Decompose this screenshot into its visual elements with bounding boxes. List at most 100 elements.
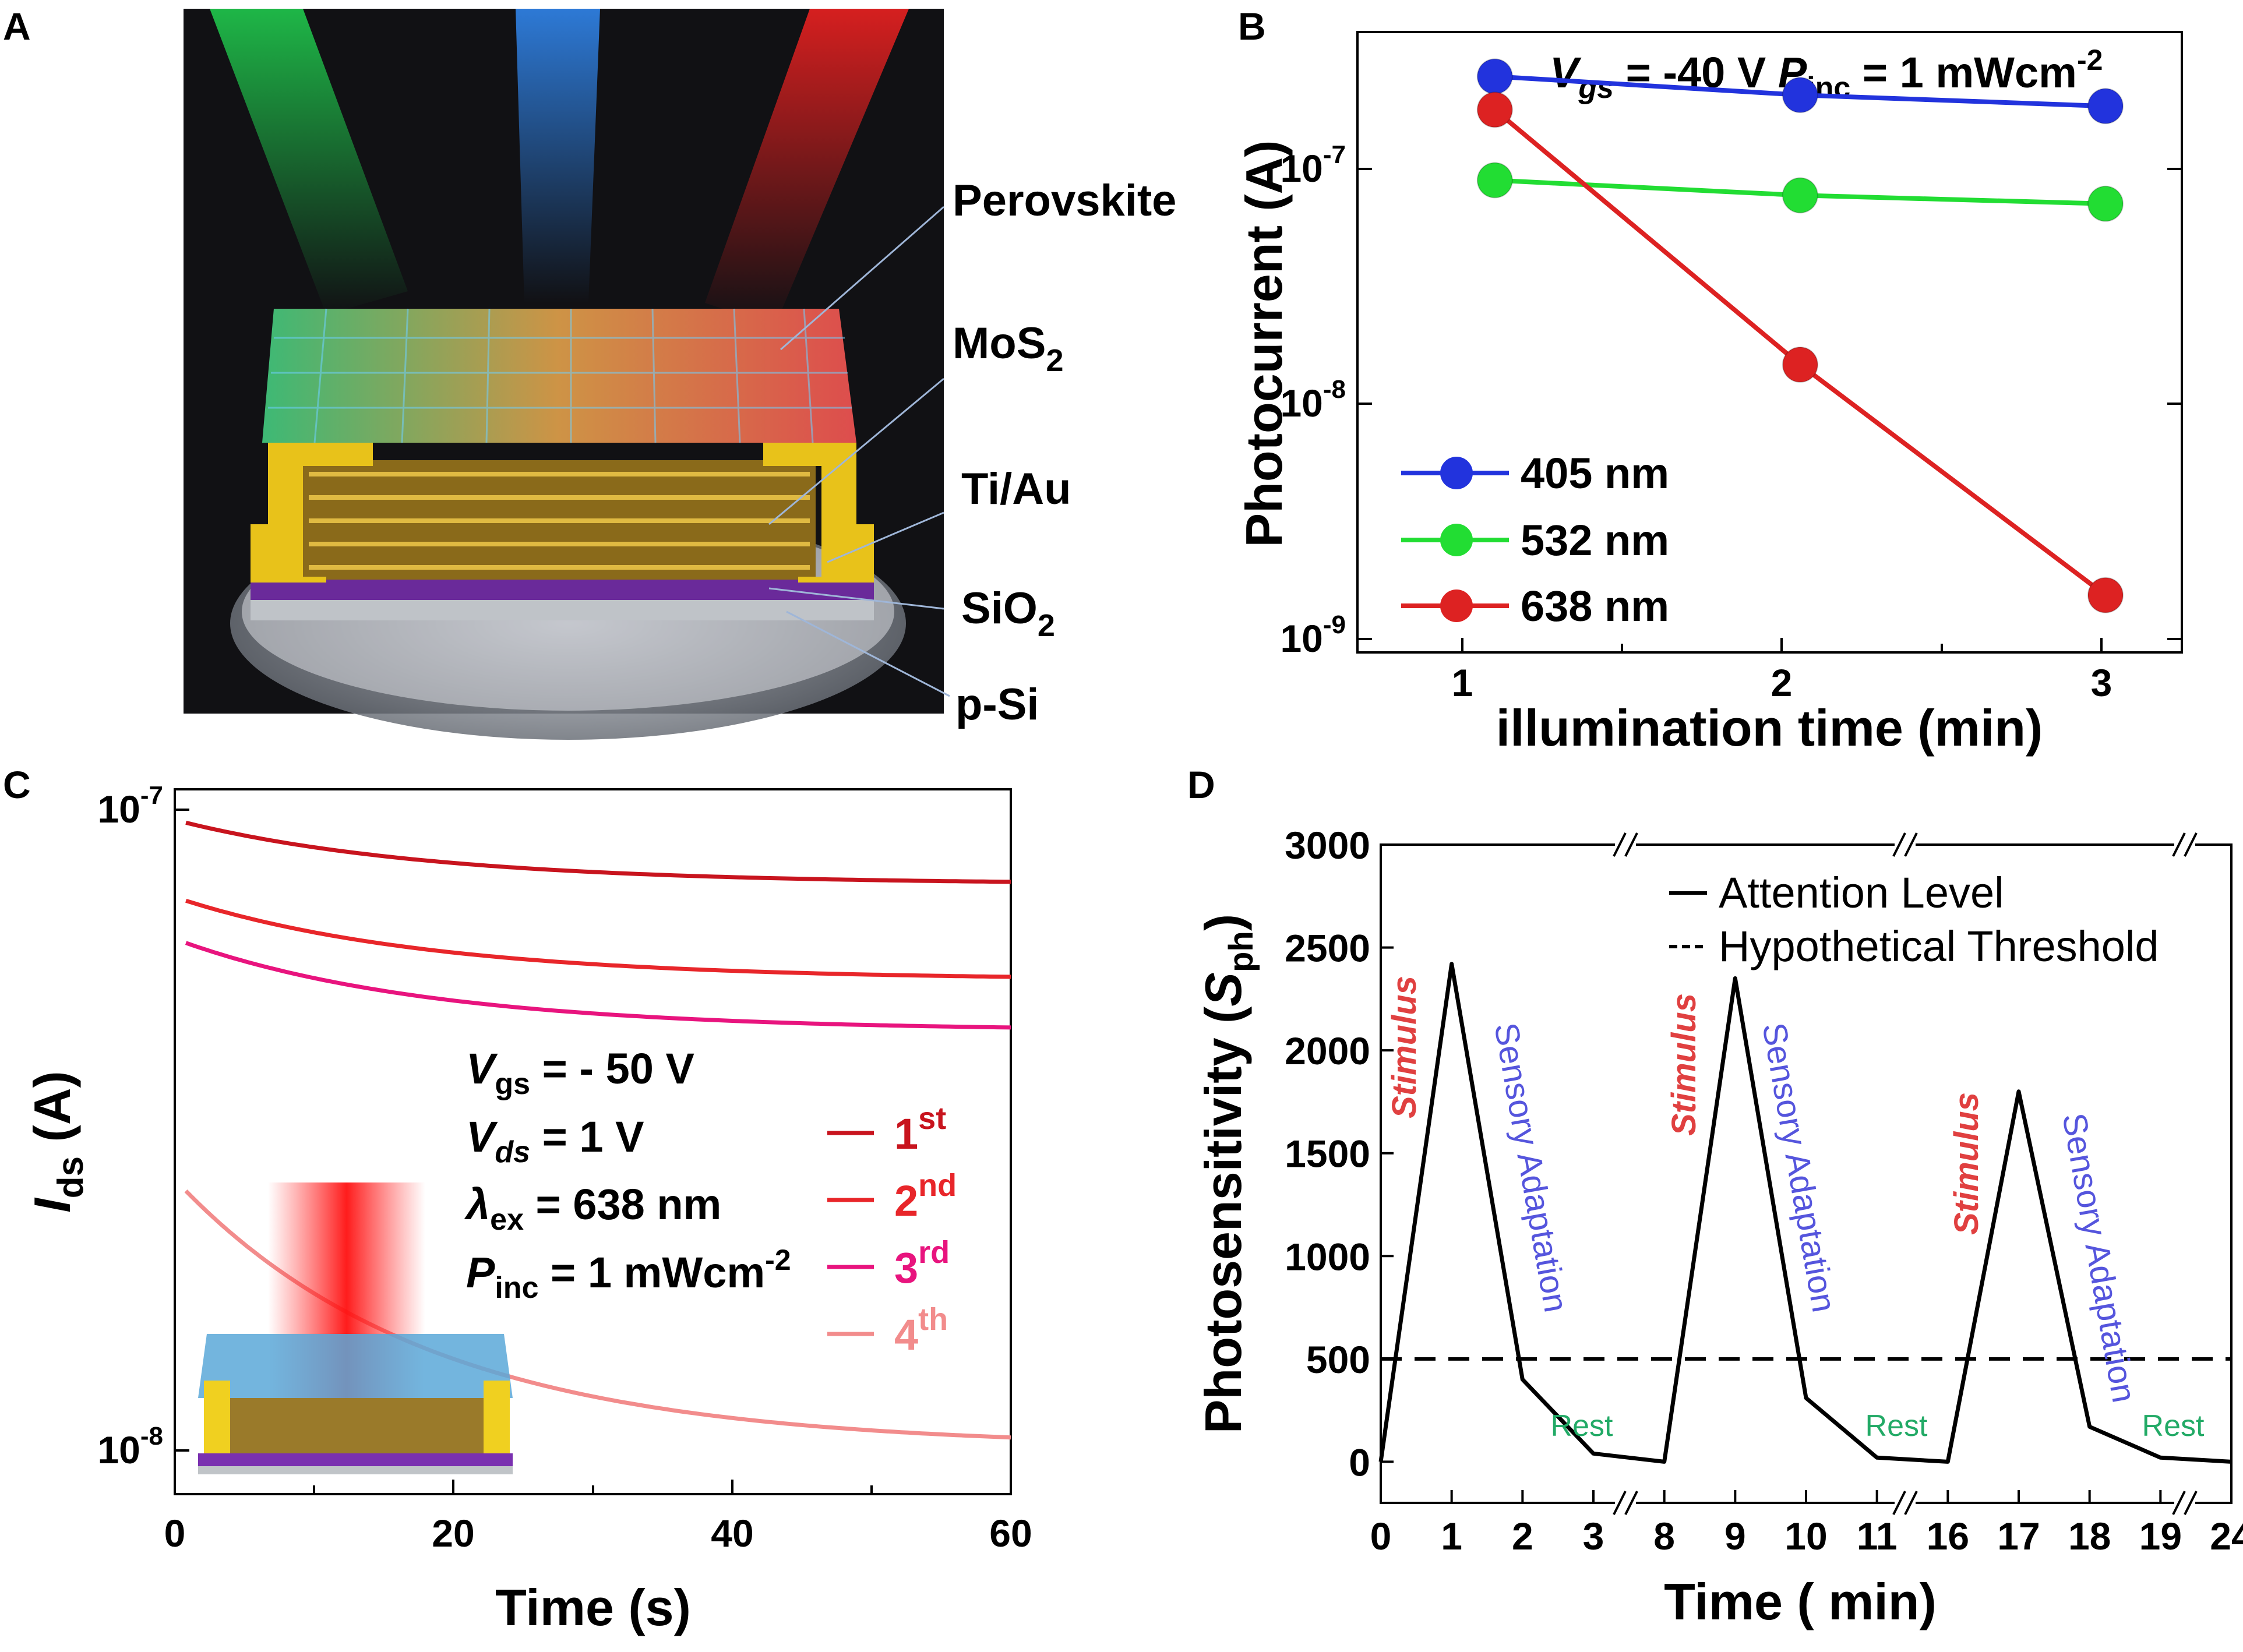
mos2-atoms [309, 472, 810, 570]
chart-b-ytick-1e-8: 10-8 [1280, 375, 1346, 425]
chart-c-xtick-0: 0 [164, 1512, 186, 1555]
chart-d-ylabel: Photosensitivity (Sph) [1194, 914, 1260, 1434]
perovskite-lattice [268, 308, 852, 443]
panel-label-c: C [3, 763, 31, 806]
chart-c-condition-pinc: Pinc = 1 mWcm-2 [466, 1244, 791, 1305]
chart-d-legend: Attention Level Hypothetical Threshold [1669, 869, 2159, 970]
chart-b-ytick-1e-7: 10-7 [1280, 140, 1346, 190]
inset-mos2-layer [227, 1398, 484, 1453]
layer-label-mos2: MoS2 [953, 319, 1063, 378]
chart-c-xtick-40: 40 [711, 1512, 753, 1555]
adaptation-label-3: Sensory Adaptation [2055, 1110, 2143, 1406]
label-leader-lines [768, 206, 950, 697]
chart-b-point-0-1 [1782, 77, 1818, 114]
layer-label-psi: p-Si [955, 680, 1039, 729]
chart-d-ytick-2500: 2500 [1285, 927, 1370, 970]
chart-d-xtick-19: 19 [2139, 1515, 2182, 1558]
inset-electrode-right [484, 1381, 510, 1453]
chart-d-ytick-1000: 1000 [1285, 1235, 1370, 1278]
stimulus-label-1: Stimulus [1385, 976, 1423, 1118]
legend-4th-label: 4th [894, 1302, 948, 1359]
chart-d-xtick-3: 3 [1583, 1515, 1604, 1558]
chart-d-xtick-18: 18 [2068, 1515, 2111, 1558]
panel-label-b: B [1238, 5, 1266, 48]
adaptation-label-1: Sensory Adaptation [1487, 1020, 1575, 1315]
gold-electrode-left [251, 443, 373, 583]
sio2-slab [251, 580, 874, 600]
chart-b-xtick-3: 3 [2091, 661, 2112, 704]
panel-label-d: D [1187, 763, 1215, 806]
chart-c: 0 20 40 60 10-7 10-8 Time (s) Ids (A) Vg… [23, 781, 1032, 1636]
chart-c-trace-2nd [185, 898, 1011, 979]
chart-b-ytick-1e-9: 10-9 [1280, 610, 1346, 660]
blue-light-beam [516, 9, 600, 303]
stimulus-label-2: Stimulus [1665, 993, 1703, 1136]
stimulus-label-3: Stimulus [1948, 1092, 1985, 1235]
chart-d: 0 1 2 3 8 9 10 11 16 17 18 19 24 0 500 1000 1500 2000 250… [1194, 824, 2243, 1630]
inset-psi-layer [198, 1466, 513, 1474]
chart-d-xtick-24: 24 [2210, 1515, 2243, 1558]
chart-c-xtick-20: 20 [432, 1512, 474, 1555]
green-light-beam [210, 9, 408, 315]
perovskite-layer [262, 309, 856, 443]
inset-perovskite-layer [198, 1334, 513, 1398]
chart-d-ytick-3000: 3000 [1285, 824, 1370, 867]
chart-d-axis-breaks-bottom [1613, 1491, 2198, 1515]
chart-d-ytick-1500: 1500 [1285, 1132, 1370, 1176]
red-light-beam [705, 9, 909, 326]
layer-label-sio2: SiO2 [961, 584, 1055, 643]
chart-c-ylabel: Ids (A) [23, 1071, 91, 1212]
chart-b-ticks [1357, 168, 2182, 652]
inset-device-illustration [198, 1182, 513, 1474]
chart-b-xlabel: illumination time (min) [1496, 699, 2043, 757]
chart-b-point-2-0 [1476, 91, 1513, 128]
panel-label-a: A [3, 5, 31, 48]
legend-532-label: 532 nm [1521, 516, 1669, 564]
chart-c-condition-lambda: λex = 638 nm [464, 1180, 721, 1237]
chart-c-condition-vds: Vds = 1 V [466, 1113, 644, 1169]
legend-2nd-label: 2nd [894, 1168, 957, 1225]
chart-d-xtick-9: 9 [1724, 1515, 1746, 1558]
chart-d-xtick-17: 17 [1997, 1515, 2040, 1558]
chart-d-xtick-11: 11 [1857, 1515, 1898, 1558]
chart-d-xticks: 0 1 2 3 8 9 10 11 16 17 18 19 24 [1370, 1490, 2243, 1558]
chart-c-trace-3rd [185, 941, 1011, 1030]
chart-c-legend: 1st 2nd 3rd 4th [827, 1101, 957, 1359]
chart-c-ytick-1e-8: 10-8 [97, 1422, 163, 1471]
chart-c-conditions: Vgs = - 50 V Vds = 1 V λex = 638 nm Pinc… [464, 1044, 791, 1305]
chart-d-xlabel: Time ( min) [1664, 1573, 1937, 1630]
layer-label-perovskite: Perovskite [953, 176, 1176, 225]
chart-d-ytick-0: 0 [1349, 1441, 1370, 1484]
legend-threshold-label: Hypothetical Threshold [1719, 922, 2159, 970]
chart-b: 1 2 3 10-7 10-8 10-9 illumination time (… [1235, 31, 2183, 757]
rest-label-2: Rest [1865, 1409, 1928, 1443]
chart-c-trace-1st [185, 820, 1011, 884]
device-illustration: Perovskite MoS2 Ti/Au SiO2 p-Si [184, 9, 1176, 740]
layer-label-tiau: Ti/Au [961, 464, 1071, 514]
chart-d-xtick-0: 0 [1370, 1515, 1392, 1558]
chart-b-series [1476, 58, 2124, 613]
chart-d-ytick-2000: 2000 [1285, 1029, 1370, 1072]
chart-d-xtick-8: 8 [1653, 1515, 1675, 1558]
rest-label-1: Rest [1551, 1409, 1613, 1443]
legend-532-marker [1440, 524, 1473, 556]
legend-1st-label: 1st [894, 1101, 946, 1158]
chart-b-point-1-1 [1782, 177, 1818, 214]
chart-c-xlabel: Time (s) [495, 1579, 691, 1636]
chart-c-ytick-1e-7: 10-7 [97, 781, 163, 831]
chart-c-xtick-60: 60 [989, 1512, 1032, 1555]
chart-b-point-1-2 [2087, 185, 2124, 222]
chart-b-xtick-2: 2 [1771, 661, 1793, 704]
legend-638-marker [1440, 590, 1473, 622]
chart-b-point-2-2 [2087, 577, 2124, 613]
legend-638-label: 638 nm [1521, 582, 1669, 630]
chart-b-plot-frame [1356, 31, 2183, 654]
p-si-slab [251, 600, 874, 620]
rest-label-3: Rest [2142, 1409, 2205, 1443]
legend-3rd-label: 3rd [894, 1235, 950, 1292]
chart-d-xtick-2: 2 [1512, 1515, 1533, 1558]
chart-b-ylabel: Photocurrent (A) [1235, 140, 1293, 547]
inset-electrode-left [204, 1381, 230, 1453]
chart-d-xtick-16: 16 [1927, 1515, 1969, 1558]
